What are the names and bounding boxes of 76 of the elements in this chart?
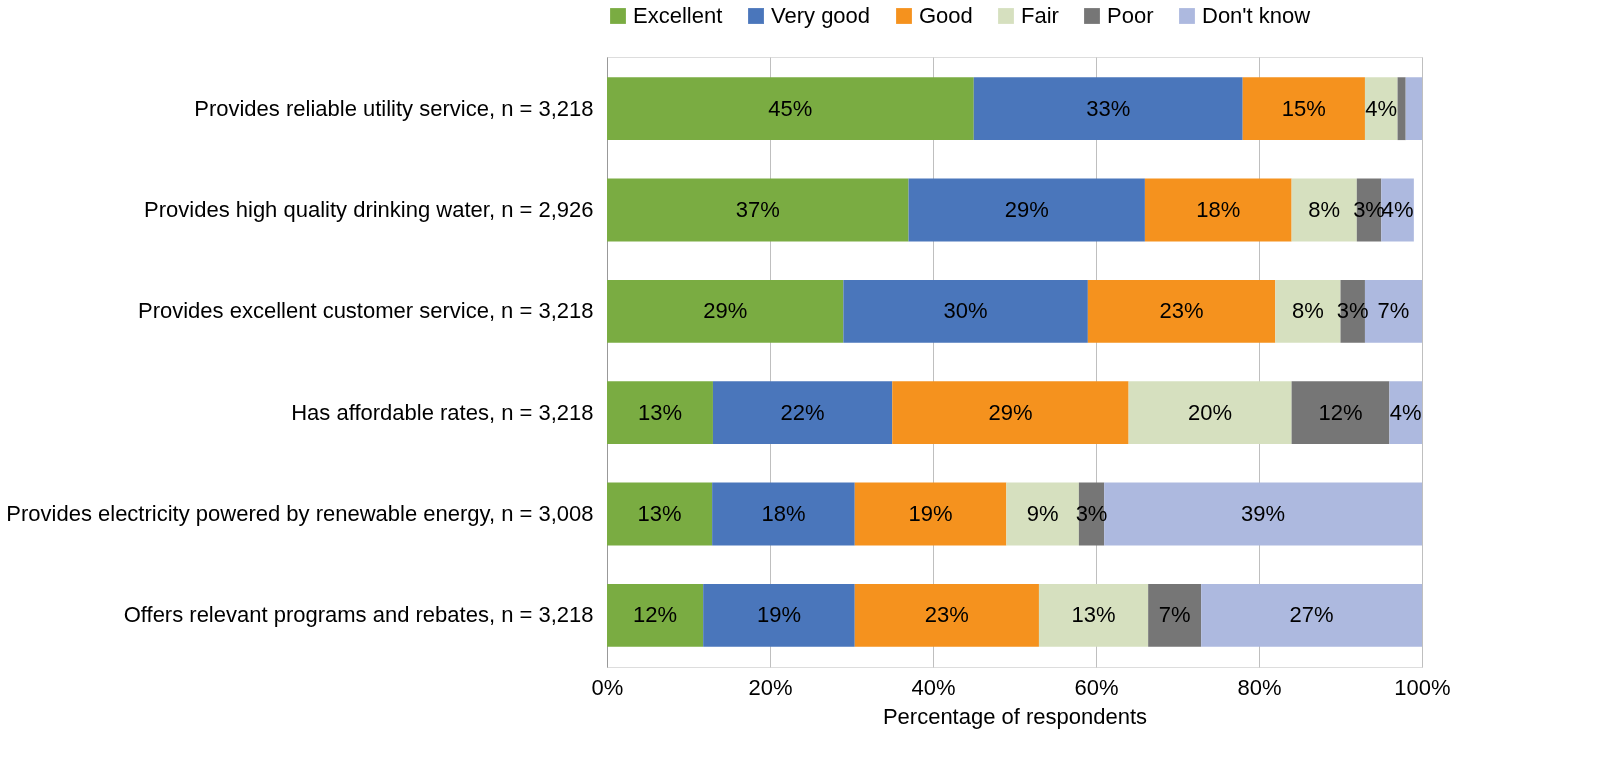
data-label: 29% bbox=[988, 399, 1033, 425]
data-label: 19% bbox=[756, 602, 801, 628]
x-tick-label: 0% bbox=[591, 674, 624, 700]
data-label: 8% bbox=[1308, 197, 1341, 223]
bar bbox=[843, 279, 1088, 343]
bar bbox=[1291, 381, 1390, 445]
bar bbox=[1144, 178, 1292, 242]
data-label: 13% bbox=[637, 399, 682, 425]
bar bbox=[712, 381, 893, 445]
x-tick-label: 80% bbox=[1237, 674, 1282, 700]
data-label: 15% bbox=[1281, 95, 1326, 121]
bar bbox=[1201, 583, 1422, 647]
bar bbox=[703, 583, 855, 647]
data-label: 8% bbox=[1292, 298, 1324, 324]
bar bbox=[892, 381, 1129, 445]
data-label: 29% bbox=[1004, 197, 1049, 223]
y-tick-label: Provides excellent customer service, n = 3,218 bbox=[137, 298, 594, 324]
bar bbox=[1242, 77, 1365, 141]
x-tick-label: 40% bbox=[911, 674, 956, 700]
y-tick-label: Provides reliable utility service, n = 3,218 bbox=[194, 95, 594, 121]
legend-label: Excellent bbox=[633, 3, 723, 28]
data-label: 20% bbox=[1188, 399, 1233, 425]
x-tick-label: 20% bbox=[748, 674, 793, 700]
data-label: 19% bbox=[908, 500, 953, 526]
data-label: 4% bbox=[1365, 95, 1398, 121]
data-label: 12% bbox=[633, 602, 678, 628]
bar bbox=[1087, 279, 1276, 343]
data-label: 37% bbox=[735, 197, 780, 223]
data-label: 7% bbox=[1158, 602, 1191, 628]
data-label: 13% bbox=[1071, 602, 1116, 628]
x-tick-label: 100% bbox=[1394, 674, 1451, 700]
data-label: 4% bbox=[1381, 197, 1414, 223]
data-label: 4% bbox=[1389, 399, 1422, 425]
data-label: 7% bbox=[1377, 298, 1410, 324]
data-label: 18% bbox=[1196, 197, 1241, 223]
bar bbox=[607, 77, 974, 141]
data-label: 27% bbox=[1289, 602, 1334, 628]
legend-label: Fair bbox=[1021, 3, 1059, 28]
legend-label: Very good bbox=[771, 3, 871, 28]
x-axis-title: Percentage of respondents bbox=[882, 703, 1148, 729]
data-label: 30% bbox=[943, 298, 988, 324]
data-label: 39% bbox=[1241, 500, 1286, 526]
legend-label: Good bbox=[919, 3, 973, 28]
data-label: 9% bbox=[1026, 500, 1059, 526]
data-label: 22% bbox=[780, 399, 825, 425]
bar bbox=[1389, 381, 1422, 445]
bar bbox=[973, 77, 1243, 141]
legend-label: Poor bbox=[1107, 3, 1154, 28]
data-label: 18% bbox=[761, 500, 806, 526]
legend-label: Don't know bbox=[1202, 3, 1311, 28]
bar bbox=[908, 178, 1145, 242]
bar bbox=[854, 482, 1007, 546]
bar bbox=[1038, 583, 1149, 647]
data-label: 33% bbox=[1086, 95, 1131, 121]
data-label: 13% bbox=[637, 500, 682, 526]
bar bbox=[607, 482, 713, 546]
data-label: 29% bbox=[703, 298, 748, 324]
y-tick-label: Provides high quality drinking water, n = 2,926 bbox=[144, 197, 594, 223]
bar bbox=[712, 482, 855, 546]
bar bbox=[607, 279, 844, 343]
bar bbox=[1405, 77, 1422, 141]
bar bbox=[854, 583, 1039, 647]
x-tick-label: 60% bbox=[1074, 674, 1119, 700]
bar bbox=[1148, 583, 1202, 647]
data-label: 23% bbox=[924, 602, 969, 628]
y-tick-label: Offers relevant programs and rebates, n = 3,218 bbox=[123, 602, 594, 628]
bar bbox=[607, 381, 713, 445]
y-tick-label: Has affordable rates, n = 3,218 bbox=[291, 399, 594, 425]
y-tick-label: Provides electricity powered by renewable energy, n = 3,008 bbox=[6, 500, 594, 526]
data-label: 12% bbox=[1318, 399, 1363, 425]
bar bbox=[607, 178, 909, 242]
bar bbox=[1128, 381, 1292, 445]
bar bbox=[607, 583, 704, 647]
data-label: 45% bbox=[768, 95, 813, 121]
bar bbox=[1397, 77, 1406, 141]
data-label: 23% bbox=[1159, 298, 1204, 324]
